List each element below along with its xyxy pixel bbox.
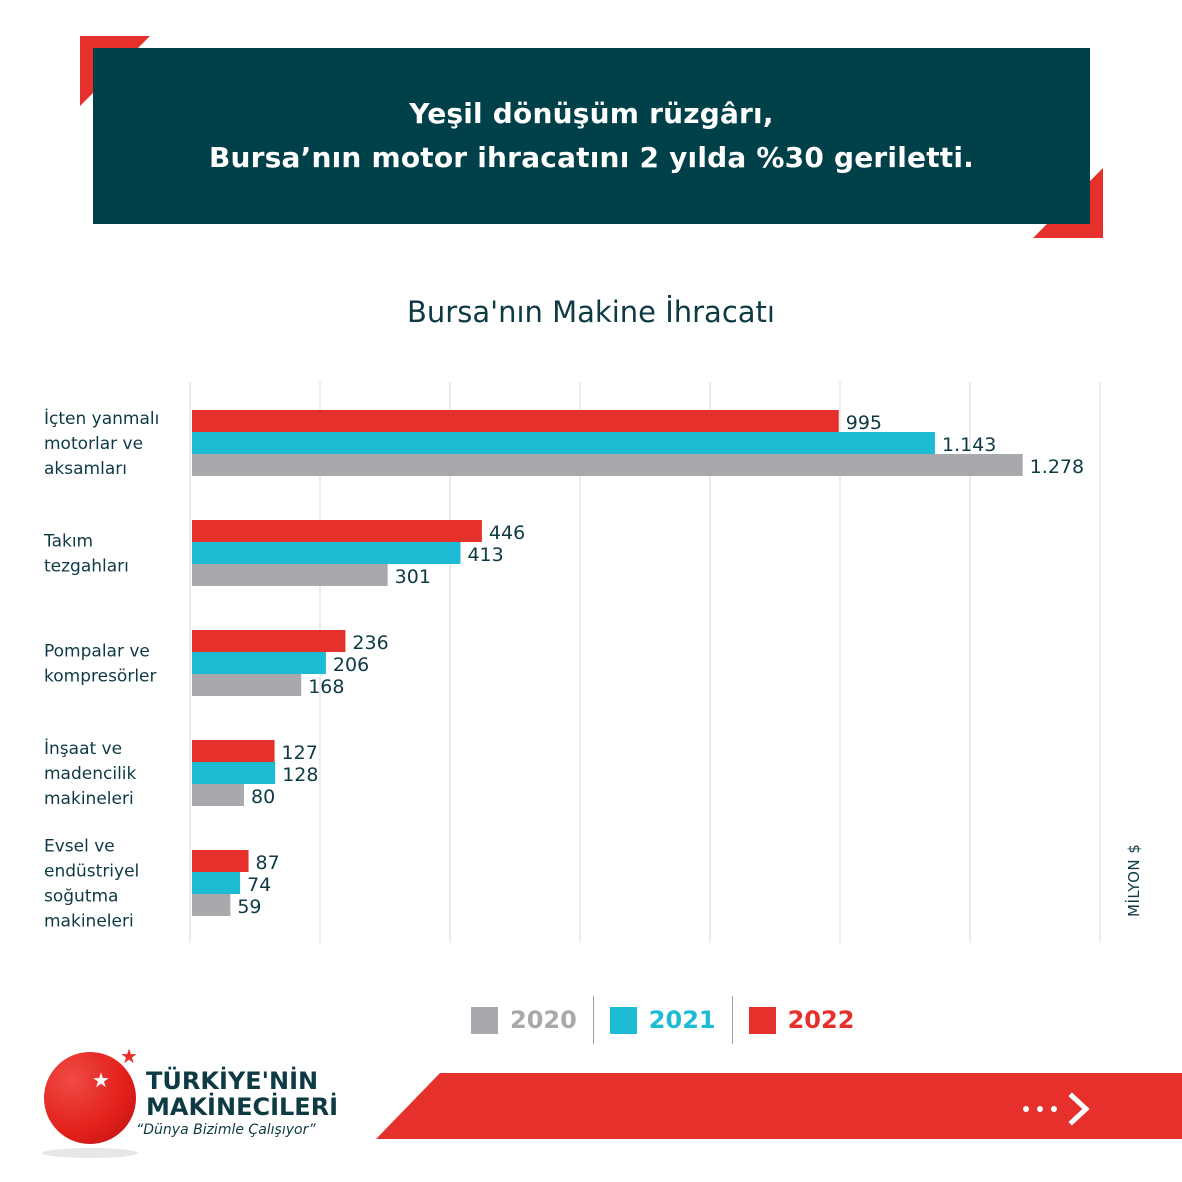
bar-2022-2 — [192, 630, 346, 652]
logo-star-icon: ★ — [92, 1068, 110, 1092]
legend-item-2022: 2022 — [731, 996, 871, 1044]
value-label-2020-0: 1.278 — [1030, 456, 1084, 478]
bar-2021-2 — [192, 652, 326, 674]
category-label: motorlar ve — [44, 434, 143, 454]
value-label-2020-1: 301 — [395, 566, 431, 588]
category-label: endüstriyel — [44, 862, 139, 882]
legend-label-2022: 2022 — [787, 1006, 855, 1034]
bar-2021-0 — [192, 432, 935, 454]
logo-slogan: “Dünya Bizimle Çalışıyor” — [136, 1122, 316, 1138]
category-label: madencilik — [44, 764, 137, 784]
legend-swatch-2021 — [609, 1006, 637, 1034]
category-label: makineleri — [44, 789, 134, 809]
category-label: kompresörler — [44, 667, 156, 687]
headline-line-2: Bursa’nın motor ihracatını 2 yılda %30 g… — [208, 141, 975, 174]
value-label-2020-4: 59 — [237, 896, 261, 918]
category-label: makineleri — [44, 912, 134, 932]
more-arrow-icon[interactable] — [1022, 1092, 1094, 1126]
bar-2022-4 — [192, 850, 249, 872]
legend-item-2021: 2021 — [592, 996, 732, 1044]
legend-swatch-2020 — [471, 1006, 498, 1034]
bar-2022-3 — [192, 740, 275, 762]
legend-label-2020: 2020 — [510, 1006, 577, 1034]
value-label-2020-3: 80 — [251, 786, 275, 808]
bar-2021-4 — [192, 872, 241, 894]
logo-title-line-2: MAKİNECİLERİ — [146, 1093, 339, 1121]
category-label: İçten yanmalı — [44, 408, 159, 429]
category-label: Evsel ve — [44, 837, 115, 857]
value-label-2022-4: 87 — [256, 852, 280, 874]
bar-2021-3 — [192, 762, 276, 784]
value-label-2021-2: 206 — [333, 654, 369, 676]
chart-title: Bursa'nın Makine İhracatı — [407, 295, 775, 329]
category-label: İnşaat ve — [44, 738, 122, 759]
bar-2022-1 — [192, 520, 482, 542]
value-label-2021-0: 1.143 — [942, 434, 996, 456]
bar-2021-1 — [192, 542, 461, 564]
bar-2020-4 — [192, 894, 231, 916]
legend-swatch-2022 — [748, 1006, 776, 1034]
logo-shadow — [42, 1148, 138, 1158]
bar-chart: İçten yanmalı motorlar ve aksamları 995 1.14… — [43, 382, 1143, 943]
value-label-2021-1: 413 — [467, 544, 503, 566]
bar-2020-1 — [192, 564, 388, 586]
value-label-2022-2: 236 — [352, 632, 388, 654]
category-label: Takım — [43, 532, 93, 552]
category-label: tezgahları — [44, 557, 129, 577]
value-label-2022-1: 446 — [489, 522, 525, 544]
logo-ball-icon — [44, 1052, 136, 1144]
category-label: Pompalar ve — [44, 642, 150, 662]
bar-2020-0 — [192, 454, 1023, 476]
value-label-2021-4: 74 — [247, 874, 271, 896]
bar-2022-0 — [192, 410, 839, 432]
headline-line-1: Yeşil dönüşüm rüzgârı, — [409, 97, 774, 130]
logo-star-accent-icon: ★ — [120, 1044, 138, 1068]
legend-item-2020: 2020 — [455, 996, 593, 1044]
category-label: aksamları — [44, 459, 127, 479]
value-label-2022-3: 127 — [282, 742, 318, 764]
bar-2020-2 — [192, 674, 302, 696]
legend-label-2021: 2021 — [648, 1006, 716, 1034]
footer-bar — [376, 1073, 1182, 1139]
chart-legend: 2020 2021 2022 — [455, 996, 870, 1044]
headline-banner: Yeşil dönüşüm rüzgârı, Bursa’nın motor i… — [93, 48, 1090, 224]
bar-2020-3 — [192, 784, 244, 806]
value-label-2020-2: 168 — [308, 676, 344, 698]
unit-label: MİLYON $ — [1124, 844, 1143, 917]
logo-title-line-1: TÜRKİYE'NİN — [146, 1067, 319, 1095]
category-label: soğutma — [44, 887, 118, 907]
value-label-2021-3: 128 — [282, 764, 318, 786]
value-label-2022-0: 995 — [846, 412, 882, 434]
